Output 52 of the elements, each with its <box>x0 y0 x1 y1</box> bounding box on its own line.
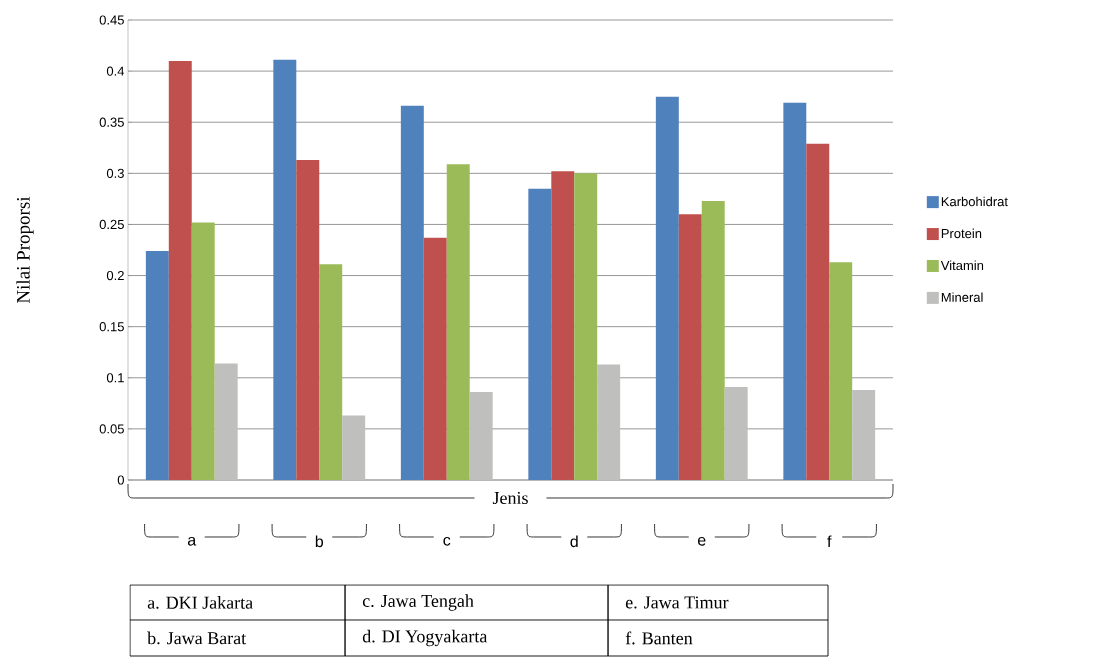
x-tick-label: c <box>443 536 451 546</box>
bar <box>829 262 853 480</box>
bar <box>701 200 725 480</box>
y-tick-label: 0.4 <box>106 66 125 76</box>
bar <box>319 264 343 480</box>
bar <box>783 102 807 480</box>
x-tick-label: d <box>570 535 578 548</box>
text: a. DKI Jakarta <box>147 596 253 609</box>
bar <box>806 143 830 480</box>
legend-label: Karbohidrat <box>941 196 1008 207</box>
bar <box>191 222 215 480</box>
bar <box>400 105 424 480</box>
y-tick-label: 0.1 <box>106 373 124 383</box>
legend-label: Vitamin <box>940 260 984 271</box>
x-tick-label: b <box>315 535 324 548</box>
bar <box>724 386 748 480</box>
bar <box>273 59 297 480</box>
y-tick-label: 0.3 <box>106 168 124 178</box>
bar <box>423 237 447 480</box>
bar <box>574 173 598 480</box>
text: d. DI Yogyakarta <box>362 629 488 647</box>
legend-label: Mineral <box>941 292 983 302</box>
y-tick-label: 0 <box>117 475 124 485</box>
text: f. Banten <box>625 631 693 645</box>
bar <box>469 392 493 480</box>
bar <box>852 390 876 480</box>
x-tick-label: e <box>697 536 706 546</box>
bar <box>446 164 470 480</box>
text: e. Jawa Timur <box>625 596 729 609</box>
y-tick-label: 0.15 <box>99 322 124 332</box>
y-axis-title: Nilai Proporsi <box>16 196 34 304</box>
x-tick-label: f <box>827 535 832 548</box>
bar <box>342 415 366 480</box>
bar <box>296 160 320 480</box>
y-tick-label: 0.45 <box>99 15 124 25</box>
bar <box>214 363 238 480</box>
x-axis-title: Jenis <box>492 491 528 505</box>
legend-label: Protein <box>941 228 982 239</box>
bar <box>551 171 575 480</box>
y-tick-label: 0.35 <box>99 117 124 127</box>
bar <box>528 188 552 480</box>
y-tick-label: 0.2 <box>106 270 124 281</box>
bar <box>168 60 192 480</box>
bar <box>597 364 621 480</box>
bar <box>655 96 679 480</box>
y-tick-label: 0.25 <box>99 219 124 230</box>
x-tick-label: a <box>187 536 197 546</box>
y-tick-label: 0.05 <box>99 424 124 434</box>
text: b. Jawa Barat <box>147 631 247 645</box>
text: c. Jawa Tengah <box>362 594 474 611</box>
bar <box>678 214 702 480</box>
bar <box>145 251 169 480</box>
